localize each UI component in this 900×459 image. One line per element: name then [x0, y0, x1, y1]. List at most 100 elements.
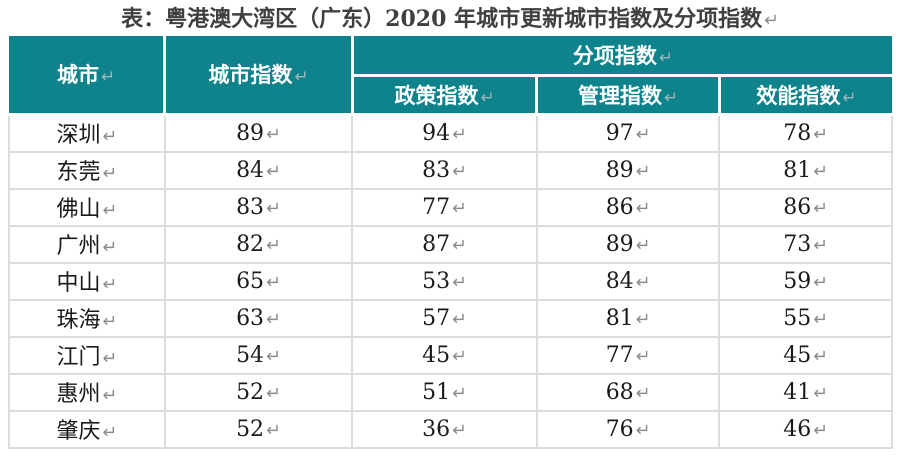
header-row-top: 城市 ↵ 城市指数 ↵ 分项指数 ↵ — [9, 36, 892, 116]
cell-value: 51 — [422, 379, 451, 405]
cell-city: 惠州 ↵ — [8, 372, 166, 412]
cell-policy: 51 ↵ — [351, 372, 538, 412]
cell-city: 佛山 ↵ — [8, 187, 166, 227]
table-row: 惠州 ↵ 52 ↵ 51 ↵ 68 ↵ 41 ↵ — [8, 372, 893, 412]
cell-value: 97 — [605, 120, 634, 146]
cell-city: 深圳 ↵ — [8, 113, 166, 153]
cell-value: 57 — [422, 305, 451, 331]
return-mark-icon: ↵ — [102, 275, 118, 295]
cell-policy: 94 ↵ — [351, 113, 538, 153]
cell-value: 86 — [605, 194, 634, 220]
return-mark-icon: ↵ — [101, 66, 116, 87]
cell-efficiency: 78 ↵ — [718, 113, 893, 153]
return-mark-icon: ↵ — [813, 198, 829, 219]
return-mark-icon: ↵ — [266, 346, 281, 367]
index-table: 城市 ↵ 城市指数 ↵ 分项指数 ↵ 政策指数 ↵ 管理指数 ↵ 效能指数 ↵ — [8, 36, 893, 449]
cell-value: 36 — [422, 416, 451, 442]
cell-city-index: 65 ↵ — [163, 261, 354, 301]
cell-value: 89 — [236, 120, 265, 146]
cell-management: 76 ↵ — [535, 409, 721, 449]
cell-value: 45 — [422, 342, 451, 368]
cell-city-index: 54 ↵ — [163, 335, 354, 375]
cell-management: 86 ↵ — [535, 187, 721, 227]
return-mark-icon: ↵ — [813, 309, 829, 330]
cell-value: 46 — [783, 416, 812, 442]
cell-city: 江门 ↵ — [8, 335, 166, 375]
cell-policy: 45 ↵ — [351, 335, 538, 375]
return-mark-icon: ↵ — [813, 383, 829, 404]
return-mark-icon: ↵ — [452, 346, 467, 367]
return-mark-icon: ↵ — [635, 124, 651, 145]
table-row: 中山 ↵ 65 ↵ 53 ↵ 84 ↵ 59 ↵ — [8, 261, 893, 301]
cell-value: 深圳 — [56, 123, 101, 148]
return-mark-icon: ↵ — [452, 198, 467, 219]
cell-efficiency: 73 ↵ — [718, 224, 893, 264]
table-row: 东莞 ↵ 84 ↵ 83 ↵ 89 ↵ 81 ↵ — [8, 150, 893, 190]
return-mark-icon: ↵ — [635, 346, 651, 367]
return-mark-icon: ↵ — [102, 386, 118, 406]
return-mark-icon: ↵ — [635, 161, 651, 182]
return-mark-icon: ↵ — [635, 309, 651, 330]
cell-value: 87 — [422, 231, 451, 257]
return-mark-icon: ↵ — [842, 86, 857, 107]
cell-city-index: 84 ↵ — [163, 150, 354, 190]
cell-city-index: 52 ↵ — [163, 409, 354, 449]
cell-value: 54 — [236, 342, 265, 368]
cell-policy: 36 ↵ — [351, 409, 538, 449]
col-header-policy: 政策指数 ↵ — [352, 73, 539, 116]
return-mark-icon: ↵ — [102, 127, 118, 147]
col-header-city-index: 城市指数 ↵ — [163, 36, 354, 116]
header-label: 管理指数 — [578, 82, 663, 108]
cell-policy: 83 ↵ — [351, 150, 538, 190]
return-mark-icon: ↵ — [102, 201, 118, 221]
cell-value: 89 — [605, 157, 634, 183]
cell-value: 52 — [236, 416, 265, 442]
cell-value: 81 — [605, 305, 634, 331]
col-header-city: 城市 ↵ — [9, 36, 167, 116]
return-mark-icon: ↵ — [480, 86, 495, 107]
return-mark-icon: ↵ — [102, 349, 118, 369]
return-mark-icon: ↵ — [266, 161, 281, 182]
cell-value: 63 — [236, 305, 265, 331]
cell-value: 惠州 — [56, 382, 101, 407]
return-mark-icon: ↵ — [452, 309, 467, 330]
cell-value: 53 — [422, 268, 451, 294]
return-mark-icon: ↵ — [266, 309, 281, 330]
cell-value: 76 — [605, 416, 634, 442]
table-row: 深圳 ↵ 89 ↵ 94 ↵ 97 ↵ 78 ↵ — [8, 113, 893, 153]
cell-efficiency: 55 ↵ — [718, 298, 893, 338]
cell-value: 41 — [783, 379, 812, 405]
cell-city: 珠海 ↵ — [8, 298, 166, 338]
cell-value: 东莞 — [56, 160, 101, 185]
return-mark-icon: ↵ — [102, 423, 118, 443]
cell-city-index: 63 ↵ — [163, 298, 354, 338]
cell-value: 94 — [422, 120, 451, 146]
cell-city: 广州 ↵ — [8, 224, 166, 264]
return-mark-icon: ↵ — [102, 238, 118, 258]
return-mark-icon: ↵ — [635, 272, 651, 293]
return-mark-icon: ↵ — [266, 383, 281, 404]
header-label: 城市 — [57, 62, 100, 88]
cell-policy: 87 ↵ — [351, 224, 538, 264]
cell-management: 84 ↵ — [535, 261, 721, 301]
cell-value: 83 — [422, 157, 451, 183]
cell-city-index: 52 ↵ — [163, 372, 354, 412]
cell-value: 佛山 — [56, 197, 101, 222]
return-mark-icon: ↵ — [452, 235, 467, 256]
return-mark-icon: ↵ — [813, 161, 829, 182]
header-label: 政策指数 — [394, 82, 479, 108]
cell-value: 84 — [236, 157, 265, 183]
cell-efficiency: 81 ↵ — [718, 150, 893, 190]
cell-value: 77 — [422, 194, 451, 220]
return-mark-icon: ↵ — [664, 86, 679, 107]
cell-value: 73 — [783, 231, 812, 257]
cell-management: 81 ↵ — [535, 298, 721, 338]
cell-city: 中山 ↵ — [8, 261, 166, 301]
return-mark-icon: ↵ — [813, 346, 829, 367]
return-mark-icon: ↵ — [266, 420, 281, 441]
return-mark-icon: ↵ — [813, 235, 829, 256]
return-mark-icon: ↵ — [452, 420, 467, 441]
header-label: 效能指数 — [756, 82, 841, 108]
col-header-management: 管理指数 ↵ — [535, 73, 721, 116]
cell-management: 89 ↵ — [535, 224, 721, 264]
